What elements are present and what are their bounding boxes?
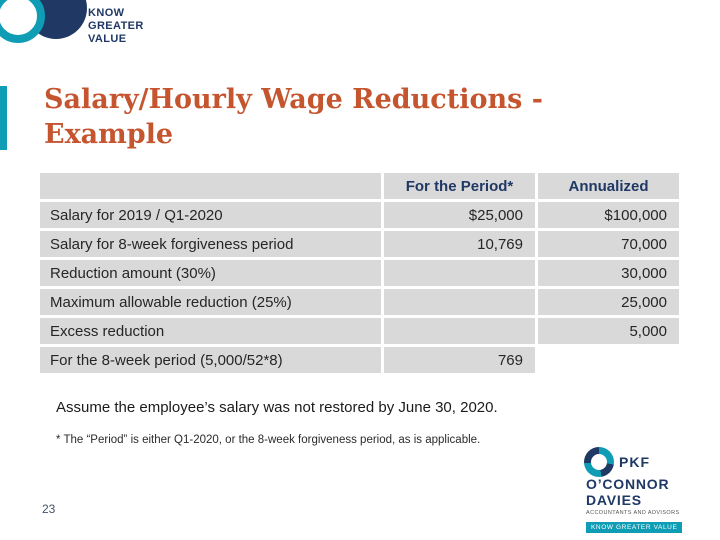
- table-row: Salary for 2019 / Q1-2020 $25,000 $100,0…: [37, 199, 682, 231]
- row-annualized-value: 30,000: [535, 257, 682, 289]
- page-title-line2: Example: [44, 119, 174, 151]
- pkf-ring-icon: [584, 447, 614, 478]
- table-row: Salary for 8-week forgiveness period 10,…: [37, 228, 682, 260]
- pkf-oconnor-davies-logo: PKF O’CONNOR DAVIES ACCOUNTANTS AND ADVI…: [584, 447, 702, 534]
- table-row: Excess reduction 5,000: [37, 315, 682, 347]
- brand-tagline-line3: VALUE: [88, 33, 127, 46]
- row-period-value: [381, 286, 538, 318]
- pkf-name-line1: O’CONNOR: [586, 476, 670, 493]
- pkf-logo-top: PKF: [584, 447, 702, 478]
- brand-tagline-line2: GREATER: [88, 20, 144, 33]
- assumption-text: Assume the employee’s salary was not res…: [56, 399, 498, 416]
- title-accent-bar: [0, 86, 7, 150]
- row-period-value: [381, 315, 538, 347]
- row-annualized-value: 25,000: [535, 286, 682, 318]
- brand-tagline-line1: KNOW: [88, 7, 125, 19]
- row-period-value: $25,000: [381, 199, 538, 231]
- row-period-value: 10,769: [381, 228, 538, 260]
- row-period-value: [381, 257, 538, 289]
- row-label: Salary for 2019 / Q1-2020: [37, 199, 384, 231]
- pkf-banner: KNOW GREATER VALUE: [586, 522, 683, 533]
- pkf-abbr: PKF: [619, 454, 650, 471]
- row-label: Salary for 8-week forgiveness period: [37, 228, 384, 260]
- table-row: Maximum allowable reduction (25%) 25,000: [37, 286, 682, 318]
- table-row: For the 8-week period (5,000/52*8) 769: [37, 344, 682, 376]
- page-title-line1: Salary/Hourly Wage Reductions -: [44, 84, 543, 115]
- row-label: For the 8-week period (5,000/52*8): [37, 344, 384, 376]
- header-annualized: Annualized: [535, 170, 682, 202]
- pkf-tagline: ACCOUNTANTS AND ADVISORS: [586, 510, 680, 516]
- row-annualized-value: 5,000: [535, 315, 682, 347]
- brand-tagline: KNOW GREATER VALUE: [88, 7, 144, 47]
- row-label: Reduction amount (30%): [37, 257, 384, 289]
- teal-ring-decoration: [0, 0, 45, 43]
- row-period-value: 769: [381, 344, 538, 376]
- row-annualized-value: [535, 344, 682, 376]
- row-annualized-value: 70,000: [535, 228, 682, 260]
- pkf-name-line2: DAVIES: [586, 491, 642, 508]
- row-label: Maximum allowable reduction (25%): [37, 286, 384, 318]
- table-header-row: For the Period* Annualized: [37, 170, 682, 202]
- page-title: Salary/Hourly Wage Reductions - Example: [44, 82, 664, 152]
- row-label: Excess reduction: [37, 315, 384, 347]
- header-empty-cell: [37, 170, 384, 202]
- wage-reduction-table: For the Period* Annualized Salary for 20…: [37, 170, 682, 376]
- row-annualized-value: $100,000: [535, 199, 682, 231]
- page-number: 23: [42, 502, 56, 516]
- header-for-the-period: For the Period*: [381, 170, 538, 202]
- footnote-text: * The “Period” is either Q1-2020, or the…: [56, 434, 481, 446]
- table-row: Reduction amount (30%) 30,000: [37, 257, 682, 289]
